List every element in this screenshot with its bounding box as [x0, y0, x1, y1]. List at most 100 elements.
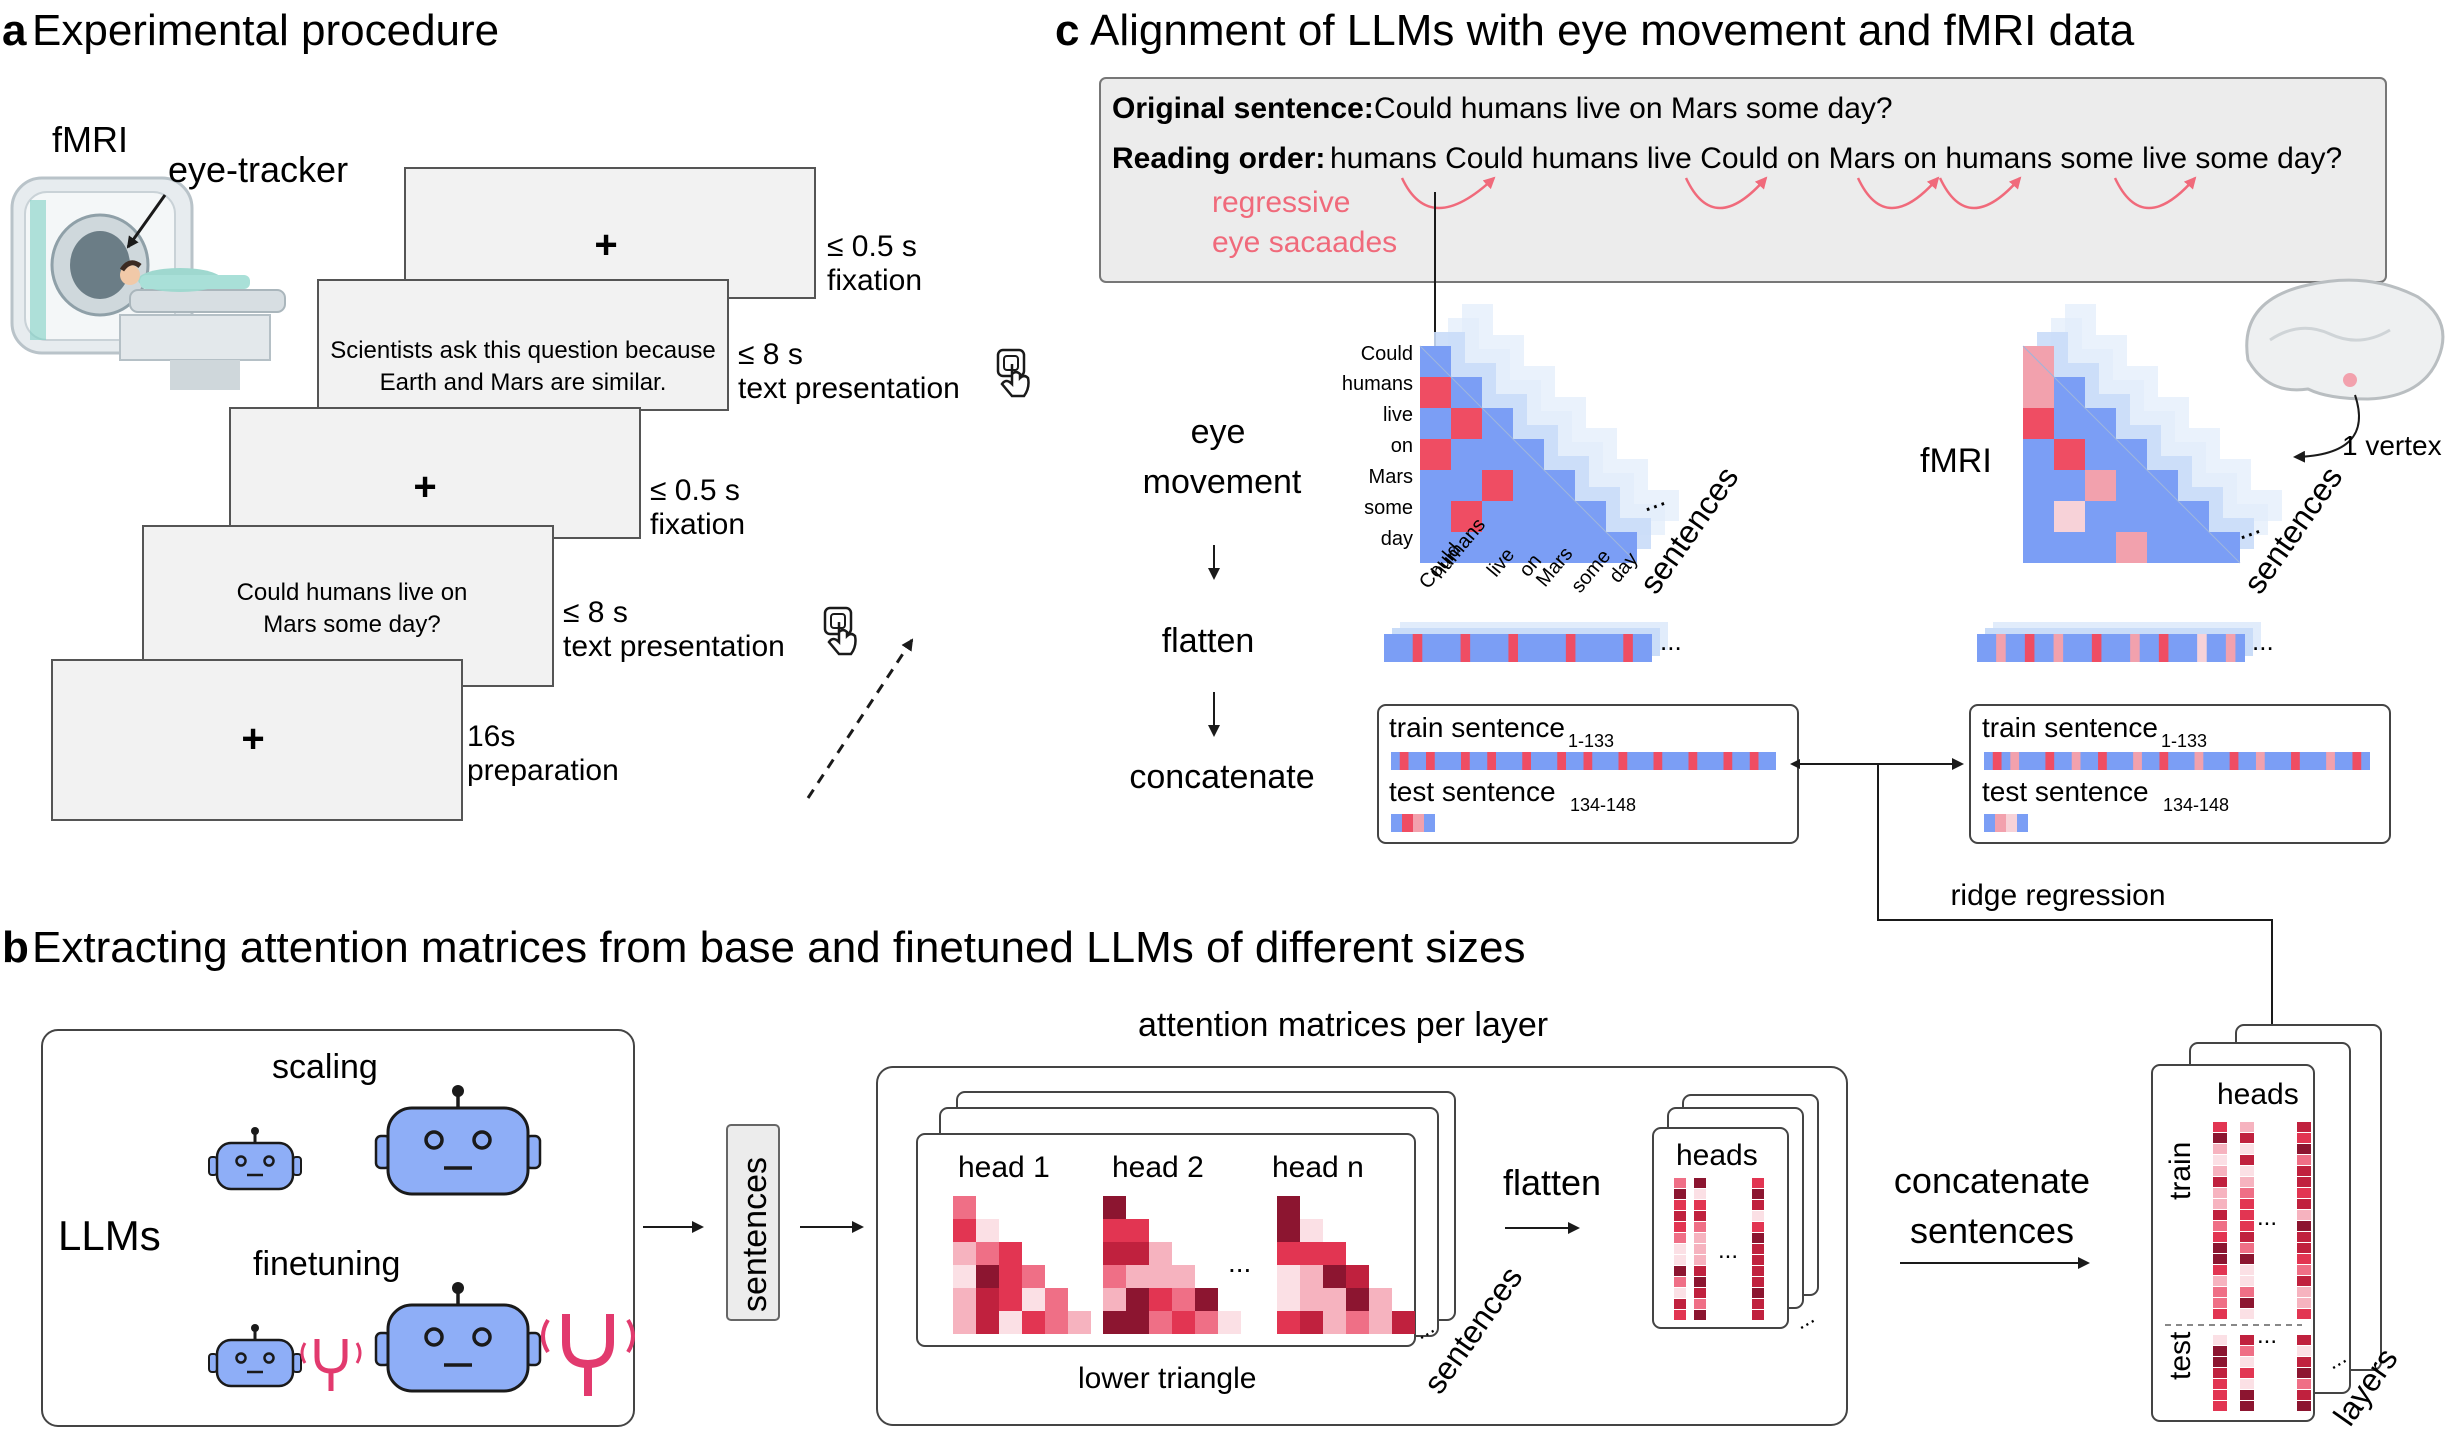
finetuning-label: finetuning	[253, 1245, 400, 1283]
column-cell	[2240, 1346, 2254, 1356]
eye-tracker-label: eye-tracker	[168, 149, 348, 190]
heat-cell	[1323, 1265, 1346, 1288]
column-cell	[2213, 1188, 2227, 1198]
lower-triangle-label: lower triangle	[1078, 1362, 1256, 1395]
column-cell	[2240, 1199, 2254, 1209]
column-cell	[2240, 1133, 2254, 1143]
flattened-heads-columns	[1674, 1178, 1764, 1320]
column-cell	[2297, 1177, 2311, 1187]
column-cell	[2240, 1254, 2254, 1264]
heat-cell	[953, 1311, 976, 1334]
fmri-concat-box	[1969, 704, 2391, 844]
strip-cell	[1623, 634, 1633, 662]
column-cell	[2213, 1357, 2227, 1367]
column-cell	[2297, 1243, 2311, 1253]
strip-cell	[2010, 752, 2020, 770]
strip-cell	[1426, 752, 1435, 770]
matrix-cell	[1420, 532, 1451, 563]
matrix-cell	[1482, 501, 1513, 532]
column-cell	[2240, 1287, 2254, 1297]
column-cell	[1752, 1178, 1764, 1188]
heat-cell	[1300, 1288, 1323, 1311]
eye-train-sub: 1-133	[1568, 731, 1614, 751]
column-cell	[2213, 1221, 2227, 1231]
strip-cell	[2024, 634, 2035, 662]
strip-cell	[2352, 752, 2362, 770]
column-cell	[2297, 1133, 2311, 1143]
headn-label: head n	[1272, 1151, 1364, 1184]
heat-cell	[1369, 1288, 1392, 1311]
fixation-cross-1: +	[594, 223, 617, 267]
column-cell	[2297, 1335, 2311, 1345]
row-label: live	[1383, 404, 1413, 426]
column-cell	[2213, 1199, 2227, 1209]
strip-cell	[1653, 752, 1663, 770]
column-cell	[1694, 1266, 1706, 1276]
step4-label: text presentation	[563, 630, 785, 663]
heat-cell	[1277, 1265, 1300, 1288]
panel-b: b Extracting attention matrices from bas…	[2, 923, 2405, 1432]
step-concatenate: concatenate	[1129, 758, 1314, 796]
diagonal-line	[2022, 345, 2241, 564]
column-cell	[2297, 1379, 2311, 1389]
step5-label: preparation	[467, 754, 619, 787]
step-flatten: flatten	[1162, 622, 1255, 660]
eye-test-bar	[1391, 814, 1435, 832]
heat-cell	[1103, 1265, 1126, 1288]
vertex-pointer	[2293, 394, 2360, 463]
heat-cell	[1218, 1311, 1241, 1334]
vertex-label: 1 vertex	[2342, 430, 2442, 461]
column-cell	[1752, 1222, 1764, 1232]
regressive-label-2: eye sacaades	[1212, 226, 1397, 259]
column-cell	[1694, 1178, 1706, 1188]
llms-label: LLMs	[58, 1212, 161, 1259]
row-label: Mars	[1369, 466, 1413, 488]
fmri-train-bar	[1984, 752, 2370, 770]
matrix-cell	[2085, 470, 2116, 501]
reading-order-text: humans Could humans live Could on Mars o…	[1330, 142, 2342, 175]
heat-cell	[1149, 1288, 1172, 1311]
heat-cell	[1369, 1311, 1392, 1334]
column-cell	[2240, 1379, 2254, 1389]
panel-b-letter: b	[2, 923, 29, 972]
column-cell	[1694, 1255, 1706, 1265]
headn-attention-matrix	[1277, 1196, 1415, 1334]
strip-cell	[2225, 634, 2236, 662]
column-cell	[2213, 1401, 2227, 1411]
column-cell	[1674, 1233, 1686, 1243]
column-cell	[1752, 1189, 1764, 1199]
strip-base	[1984, 752, 2370, 770]
heat-cell	[1126, 1265, 1149, 1288]
heat-cell	[1346, 1288, 1369, 1311]
column-cell	[1752, 1244, 1764, 1254]
column-cell	[2297, 1122, 2311, 1132]
strip-cell	[1460, 634, 1471, 662]
eye-train-bar	[1391, 752, 1776, 770]
eye-strip-ellipsis: ...	[1660, 626, 1682, 656]
column-cell	[1674, 1211, 1686, 1221]
column-cell	[2297, 1276, 2311, 1286]
column-cell	[1694, 1310, 1706, 1320]
heat-cell	[976, 1311, 999, 1334]
column-cell	[2297, 1298, 2311, 1308]
column-cell	[1694, 1288, 1706, 1298]
column-cell	[2240, 1276, 2254, 1286]
regressive-saccade-arcs	[1400, 176, 2197, 210]
column-cell	[1752, 1211, 1764, 1221]
heat-cell	[1323, 1311, 1346, 1334]
column-cell	[2240, 1144, 2254, 1154]
heat-cell	[976, 1288, 999, 1311]
strip-cell	[1522, 752, 1531, 770]
strip-cell	[1399, 752, 1409, 770]
column-cell	[2297, 1287, 2311, 1297]
column-cell	[2297, 1188, 2311, 1198]
heat-cell	[976, 1265, 999, 1288]
column-cell	[2213, 1133, 2227, 1143]
heat-cell	[1323, 1288, 1346, 1311]
matrix-cell	[2085, 501, 2116, 532]
heat-cell	[976, 1219, 999, 1242]
hand-click-icon	[823, 606, 857, 656]
panel-a-title: Experimental procedure	[32, 6, 499, 55]
matrix-cell	[1451, 439, 1482, 470]
heat-cell	[1392, 1311, 1415, 1334]
